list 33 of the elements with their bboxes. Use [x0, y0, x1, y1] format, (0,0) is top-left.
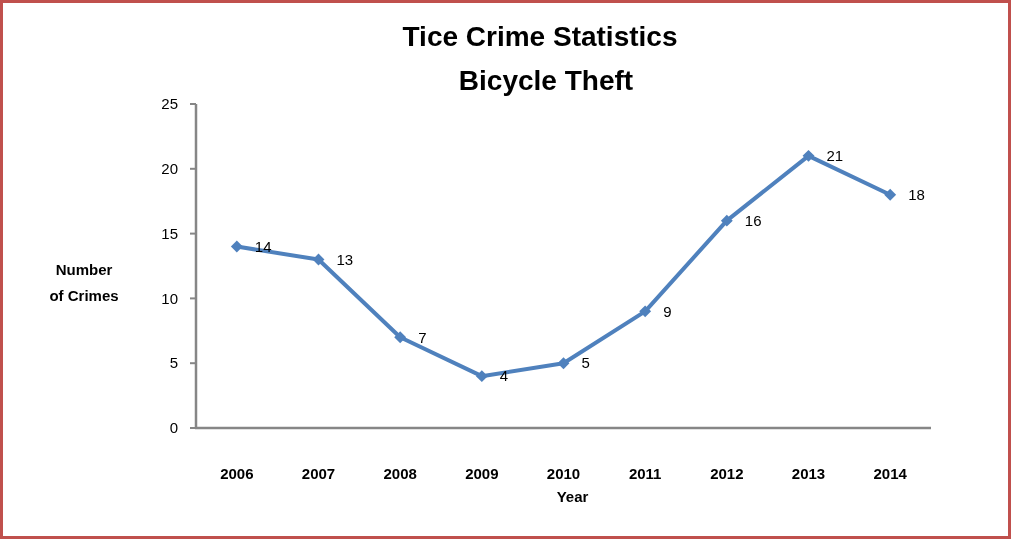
x-tick-label: 2008: [383, 465, 417, 483]
point: [802, 149, 815, 162]
x-tick-label: 2006: [220, 465, 254, 483]
data-label: 21: [826, 147, 844, 165]
point: [394, 331, 407, 344]
x-tick-label: 2013: [791, 465, 826, 483]
x-tick-label: 2009: [465, 465, 499, 483]
y-axis-title: Number of Crimes: [49, 261, 119, 305]
x-tick-label: 2010: [546, 465, 581, 483]
y-tick-label: 20: [161, 160, 178, 178]
x-tick-label: 2011: [628, 465, 662, 483]
y-tick-label: 10: [161, 289, 178, 307]
point: [720, 214, 733, 227]
y-tick-label: 25: [161, 95, 178, 113]
chart-subtitle: Bicycle Theft: [458, 65, 634, 96]
data-label: 13: [336, 250, 354, 268]
x-tick-label: 2007: [301, 465, 336, 483]
x-tick-label: 2014: [873, 465, 908, 483]
x-axis-title: Year: [556, 488, 589, 506]
point: [884, 188, 897, 201]
point: [475, 370, 488, 383]
data-label: 18: [908, 185, 925, 203]
y-tick-label: 5: [169, 354, 178, 372]
x-tick-label: 2012: [710, 465, 744, 483]
data-label: 5: [581, 354, 590, 372]
y-tick-label: 15: [161, 224, 178, 242]
point: [230, 240, 243, 253]
point: [639, 305, 652, 318]
data-label: 7: [418, 328, 427, 346]
chart-title: Tice Crime Statistics: [402, 21, 678, 52]
data-label: 16: [744, 211, 762, 229]
y-tick-label: 0: [169, 419, 178, 437]
data-label: 9: [663, 302, 672, 320]
